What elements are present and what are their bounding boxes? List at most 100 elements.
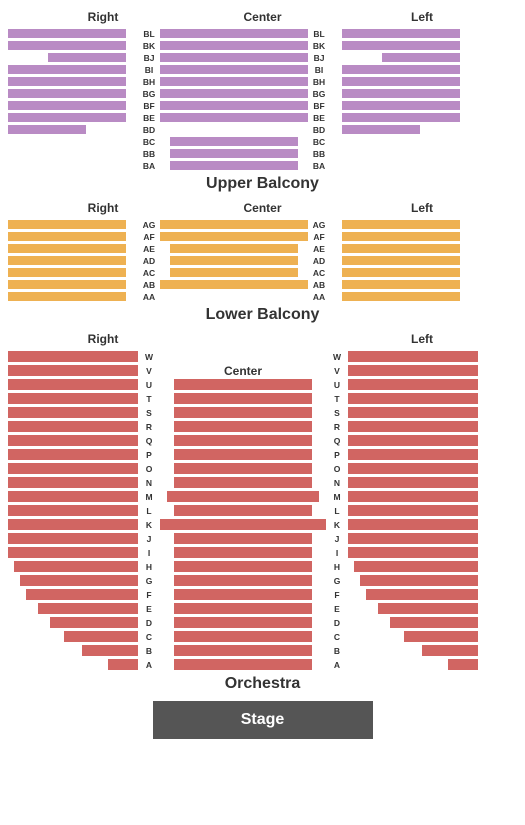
- seat-block-right[interactable]: [26, 589, 138, 600]
- seat-block-right[interactable]: [8, 232, 126, 241]
- seat-block-center[interactable]: [170, 256, 298, 265]
- seat-block-right[interactable]: [108, 659, 138, 670]
- seat-block-right[interactable]: [8, 365, 138, 376]
- seat-block-left[interactable]: [342, 101, 460, 110]
- seat-block-center[interactable]: [160, 89, 308, 98]
- seat-block-center[interactable]: [160, 29, 308, 38]
- seat-block-left[interactable]: [348, 477, 478, 488]
- seat-block-center[interactable]: [174, 659, 312, 670]
- seat-block-right[interactable]: [8, 393, 138, 404]
- seat-block-center[interactable]: [170, 244, 298, 253]
- seat-block-center[interactable]: [160, 101, 308, 110]
- seat-block-right[interactable]: [50, 617, 138, 628]
- seat-block-center[interactable]: [174, 463, 312, 474]
- seat-block-right[interactable]: [8, 505, 138, 516]
- seat-block-center[interactable]: [174, 575, 312, 586]
- seat-block-left[interactable]: [390, 617, 478, 628]
- seat-block-left[interactable]: [342, 65, 460, 74]
- seat-block-center[interactable]: [160, 232, 308, 241]
- seat-block-center[interactable]: [160, 53, 308, 62]
- seat-block-right[interactable]: [8, 533, 138, 544]
- seat-block-center[interactable]: [160, 220, 308, 229]
- seat-block-right[interactable]: [8, 292, 126, 301]
- seat-block-left[interactable]: [360, 575, 478, 586]
- seat-block-left[interactable]: [342, 125, 420, 134]
- seat-block-center[interactable]: [174, 477, 312, 488]
- seat-block-center[interactable]: [160, 280, 308, 289]
- seat-block-left[interactable]: [382, 53, 460, 62]
- seat-block-right[interactable]: [8, 89, 126, 98]
- seat-block-right[interactable]: [38, 603, 138, 614]
- seat-block-center[interactable]: [174, 589, 312, 600]
- seat-block-right[interactable]: [8, 244, 126, 253]
- seat-block-right[interactable]: [8, 351, 138, 362]
- seat-block-right[interactable]: [8, 477, 138, 488]
- seat-block-right[interactable]: [8, 491, 138, 502]
- seat-block-left[interactable]: [348, 379, 478, 390]
- seat-block-left[interactable]: [342, 268, 460, 277]
- seat-block-center[interactable]: [174, 561, 312, 572]
- seat-block-right[interactable]: [8, 113, 126, 122]
- seat-block-right[interactable]: [8, 65, 126, 74]
- seat-block-left[interactable]: [366, 589, 478, 600]
- seat-block-center[interactable]: [174, 547, 312, 558]
- seat-block-center[interactable]: [174, 645, 312, 656]
- seat-block-center[interactable]: [160, 113, 308, 122]
- seat-block-right[interactable]: [14, 561, 138, 572]
- seat-block-left[interactable]: [342, 256, 460, 265]
- seat-block-center[interactable]: [174, 449, 312, 460]
- seat-block-center[interactable]: [167, 491, 319, 502]
- seat-block-center[interactable]: [174, 505, 312, 516]
- seat-block-center[interactable]: [174, 631, 312, 642]
- seat-block-right[interactable]: [8, 407, 138, 418]
- seat-block-left[interactable]: [348, 533, 478, 544]
- seat-block-right[interactable]: [8, 268, 126, 277]
- seat-block-center[interactable]: [170, 149, 298, 158]
- seat-block-center[interactable]: [174, 533, 312, 544]
- seat-block-left[interactable]: [342, 89, 460, 98]
- seat-block-center[interactable]: [160, 77, 308, 86]
- seat-block-center[interactable]: [174, 421, 312, 432]
- seat-block-right[interactable]: [64, 631, 138, 642]
- seat-block-left[interactable]: [342, 113, 460, 122]
- seat-block-right[interactable]: [20, 575, 138, 586]
- seat-block-left[interactable]: [348, 505, 478, 516]
- seat-block-center[interactable]: [170, 268, 298, 277]
- seat-block-right[interactable]: [8, 435, 138, 446]
- seat-block-left[interactable]: [342, 232, 460, 241]
- seat-block-right[interactable]: [8, 379, 138, 390]
- seat-block-left[interactable]: [378, 603, 478, 614]
- seat-block-right[interactable]: [8, 125, 86, 134]
- seat-block-right[interactable]: [8, 29, 126, 38]
- seat-block-left[interactable]: [348, 393, 478, 404]
- seat-block-center[interactable]: [174, 407, 312, 418]
- seat-block-left[interactable]: [448, 659, 478, 670]
- seat-block-right[interactable]: [8, 256, 126, 265]
- seat-block-left[interactable]: [348, 435, 478, 446]
- seat-block-left[interactable]: [342, 280, 460, 289]
- seat-block-right[interactable]: [8, 41, 126, 50]
- seat-block-left[interactable]: [342, 244, 460, 253]
- seat-block-left[interactable]: [348, 421, 478, 432]
- seat-block-center[interactable]: [160, 519, 326, 530]
- seat-block-right[interactable]: [8, 449, 138, 460]
- seat-block-center[interactable]: [160, 41, 308, 50]
- seat-block-right[interactable]: [48, 53, 126, 62]
- seat-block-left[interactable]: [342, 77, 460, 86]
- seat-block-right[interactable]: [82, 645, 138, 656]
- seat-block-left[interactable]: [348, 365, 478, 376]
- seat-block-left[interactable]: [422, 645, 478, 656]
- seat-block-right[interactable]: [8, 77, 126, 86]
- seat-block-center[interactable]: [170, 137, 298, 146]
- seat-block-right[interactable]: [8, 280, 126, 289]
- seat-block-right[interactable]: [8, 463, 138, 474]
- seat-block-center[interactable]: [160, 65, 308, 74]
- seat-block-left[interactable]: [354, 561, 478, 572]
- seat-block-left[interactable]: [348, 449, 478, 460]
- seat-block-left[interactable]: [404, 631, 478, 642]
- seat-block-center[interactable]: [174, 379, 312, 390]
- seat-block-left[interactable]: [348, 491, 478, 502]
- seat-block-left[interactable]: [348, 519, 478, 530]
- seat-block-left[interactable]: [342, 41, 460, 50]
- seat-block-center[interactable]: [170, 161, 298, 170]
